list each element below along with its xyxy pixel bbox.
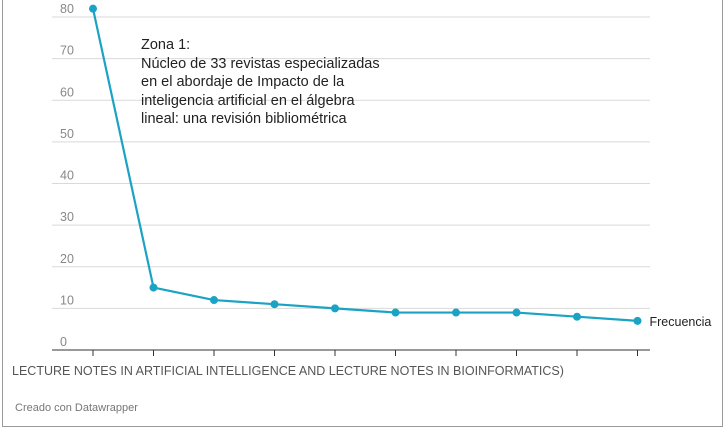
data-point	[210, 296, 218, 305]
data-point	[89, 4, 97, 13]
y-tick-label: 80	[60, 2, 74, 16]
data-point	[331, 304, 339, 313]
y-tick-label: 60	[60, 85, 74, 99]
data-point	[391, 308, 400, 317]
series-label: Frecuencia	[650, 315, 712, 329]
data-point	[270, 300, 279, 309]
data-point	[573, 312, 581, 321]
y-tick-label: 50	[60, 127, 74, 141]
data-point	[452, 308, 460, 317]
series-line	[91, 8, 638, 322]
y-tick-label: 20	[60, 252, 74, 266]
chart-annotation: Zona 1: Núcleo de 33 revistas especializ…	[141, 37, 380, 128]
x-axis-label: LECTURE NOTES IN ARTIFICIAL INTELLIGENCE…	[12, 364, 564, 378]
data-point	[512, 308, 521, 317]
datawrapper-credit: Creado con Datawrapper	[15, 402, 138, 414]
data-point	[633, 316, 642, 325]
y-tick-label: 30	[60, 210, 74, 224]
y-tick-label: 0	[60, 335, 67, 349]
y-tick-label: 10	[60, 293, 74, 307]
y-tick-label: 70	[60, 44, 74, 58]
data-point	[149, 283, 158, 292]
y-tick-label: 40	[60, 169, 74, 183]
